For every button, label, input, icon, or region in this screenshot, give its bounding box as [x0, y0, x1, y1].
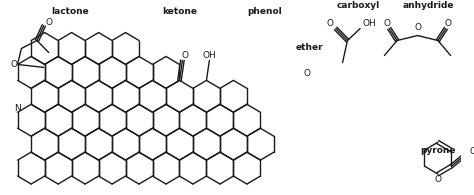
- Text: O: O: [444, 19, 451, 28]
- Text: OH: OH: [202, 51, 216, 60]
- Text: O: O: [469, 147, 474, 156]
- Text: O: O: [303, 69, 310, 78]
- Text: carboxyl: carboxyl: [337, 1, 380, 10]
- Text: O: O: [10, 60, 17, 69]
- Text: O: O: [45, 18, 52, 27]
- Text: phenol: phenol: [247, 7, 282, 16]
- Text: O: O: [182, 51, 189, 60]
- Text: O: O: [327, 19, 333, 28]
- Text: OH: OH: [363, 19, 377, 28]
- Text: O: O: [384, 19, 391, 28]
- Text: ether: ether: [296, 43, 323, 52]
- Text: O: O: [414, 23, 421, 32]
- Text: pyrone: pyrone: [420, 146, 456, 155]
- Text: anhydride: anhydride: [402, 1, 454, 10]
- Text: N: N: [14, 104, 21, 113]
- Text: lactone: lactone: [51, 7, 89, 16]
- Text: ketone: ketone: [163, 7, 198, 16]
- Text: O: O: [435, 175, 441, 183]
